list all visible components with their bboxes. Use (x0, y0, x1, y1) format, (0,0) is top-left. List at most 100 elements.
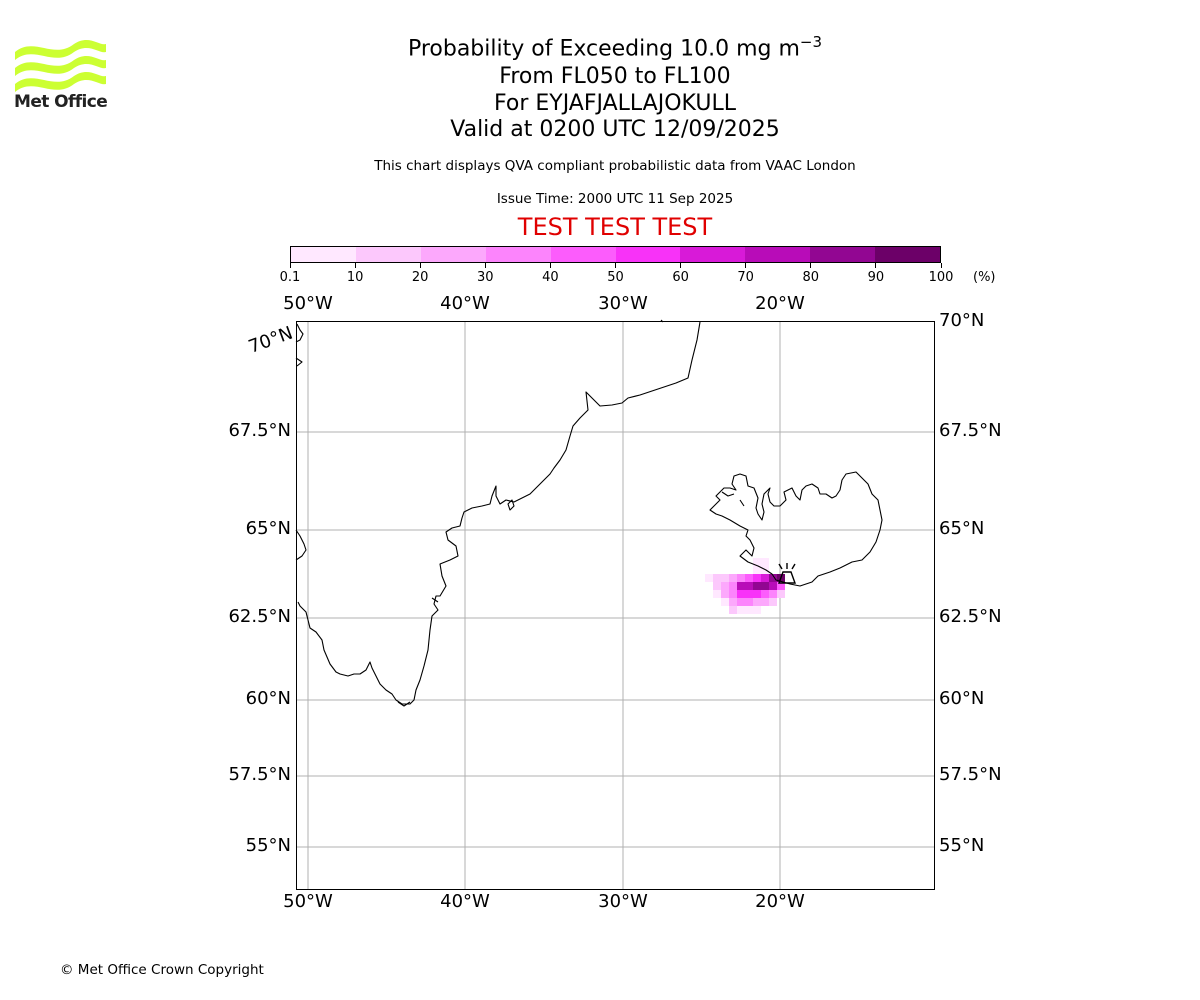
greenland-west-coast (295, 323, 307, 561)
chart-description: This chart displays QVA compliant probab… (374, 158, 856, 174)
probability-cell (761, 558, 769, 566)
probability-cell (721, 582, 729, 590)
colorbar-tick-label: 0.1 (279, 270, 301, 285)
colorbar-segment (680, 247, 746, 262)
colorbar-tick (810, 263, 812, 268)
colorbar-tick-label: 60 (672, 270, 689, 285)
colorbar-tick-label: 30 (477, 270, 494, 285)
probability-field (705, 558, 785, 614)
probability-cell (729, 606, 737, 614)
latitude-label-right: 70°N (939, 310, 985, 331)
valid-time: Valid at 0200 UTC 12/09/2025 (450, 117, 780, 142)
probability-cell (745, 606, 753, 614)
flight-level-range: From FL050 to FL100 (499, 64, 731, 89)
probability-cell (769, 574, 777, 582)
latitude-label-right: 57.5°N (939, 764, 1002, 785)
longitude-label-bottom: 40°W (440, 891, 490, 912)
colorbar-tick (745, 263, 747, 268)
longitude-label-top: 20°W (755, 293, 805, 314)
copyright-notice: © Met Office Crown Copyright (60, 962, 264, 978)
colorbar-segment (615, 247, 681, 262)
probability-cell (713, 582, 721, 590)
longitude-label-bottom: 20°W (755, 891, 805, 912)
colorbar-tick-label: 70 (737, 270, 754, 285)
longitude-label-bottom: 50°W (283, 891, 333, 912)
probability-cell (753, 574, 761, 582)
probability-colorbar (290, 246, 941, 263)
probability-cell (745, 598, 753, 606)
latitude-label-right: 67.5°N (939, 420, 1002, 441)
colorbar-segment (810, 247, 876, 262)
volcano-icon (778, 563, 796, 584)
colorbar-tick (875, 263, 877, 268)
latitude-label-left: 67.5°N (228, 420, 291, 441)
probability-cell (721, 598, 729, 606)
greenland-south-islands (397, 597, 439, 707)
probability-cell (753, 606, 761, 614)
colorbar-tick (289, 263, 291, 268)
probability-cell (737, 590, 745, 598)
probability-cell (737, 574, 745, 582)
probability-cell (713, 590, 721, 598)
logo-text: Met Office (14, 92, 108, 112)
probability-cell (729, 582, 737, 590)
colorbar-tick (680, 263, 682, 268)
colorbar-tick-label: 100 (928, 270, 954, 285)
greenland-coastline (297, 319, 701, 705)
probability-cell (729, 598, 737, 606)
probability-cell (761, 598, 769, 606)
issue-time: Issue Time: 2000 UTC 11 Sep 2025 (496, 191, 734, 207)
latitude-label-left: 55°N (245, 835, 291, 856)
colorbar-segment (485, 247, 551, 262)
probability-cell (729, 590, 737, 598)
probability-cell (753, 558, 761, 566)
probability-cell (737, 598, 745, 606)
latitude-label-right: 62.5°N (939, 606, 1002, 627)
latitude-label-left: 57.5°N (228, 764, 291, 785)
met-office-logo-icon (15, 39, 106, 92)
probability-cell (705, 574, 713, 582)
latitude-label-left: 62.5°N (228, 606, 291, 627)
latitude-label-left: 65°N (245, 518, 291, 539)
probability-cell (753, 566, 761, 574)
probability-cell (729, 574, 737, 582)
colorbar-tick-label: 20 (411, 270, 429, 285)
probability-cell (777, 582, 785, 590)
probability-cell (737, 582, 745, 590)
colorbar-segment (291, 247, 356, 262)
probability-cell (769, 582, 777, 590)
probability-cell (761, 574, 769, 582)
iceland-coastline (709, 471, 883, 587)
probability-cell (721, 574, 729, 582)
colorbar-tick (419, 263, 421, 268)
iceland-west-fjords (721, 491, 745, 507)
probability-cell (769, 598, 777, 606)
probability-cell (761, 582, 769, 590)
colorbar-tick-label: 80 (802, 270, 820, 285)
colorbar-tick-label: 40 (542, 270, 559, 285)
coastlines (295, 319, 883, 707)
colorbar-tick (940, 263, 942, 268)
colorbar-tick-label: 90 (867, 270, 885, 285)
greenland-island (507, 499, 515, 511)
longitude-label-bottom: 30°W (598, 891, 648, 912)
colorbar-tick (549, 263, 551, 268)
longitude-label-top: 40°W (440, 293, 490, 314)
probability-cell (753, 598, 761, 606)
latitude-label-left: 60°N (245, 688, 291, 709)
colorbar-tick (615, 263, 616, 268)
latitude-label-right: 55°N (939, 835, 985, 856)
longitude-label-top: 30°W (598, 293, 648, 314)
chart-title-text: Probability of Exceeding 10.0 mg m (407, 36, 800, 62)
latitude-label-right: 60°N (939, 688, 985, 709)
colorbar-tick (354, 263, 356, 268)
colorbar-segment (355, 247, 421, 262)
probability-cell (745, 574, 753, 582)
probability-cell (713, 574, 721, 582)
colorbar-unit: (%) (973, 270, 996, 285)
colorbar-tick-label: 50 (607, 270, 624, 285)
probability-cell (753, 582, 761, 590)
probability-cell (777, 590, 785, 598)
chart-title-superscript: −3 (799, 33, 823, 51)
